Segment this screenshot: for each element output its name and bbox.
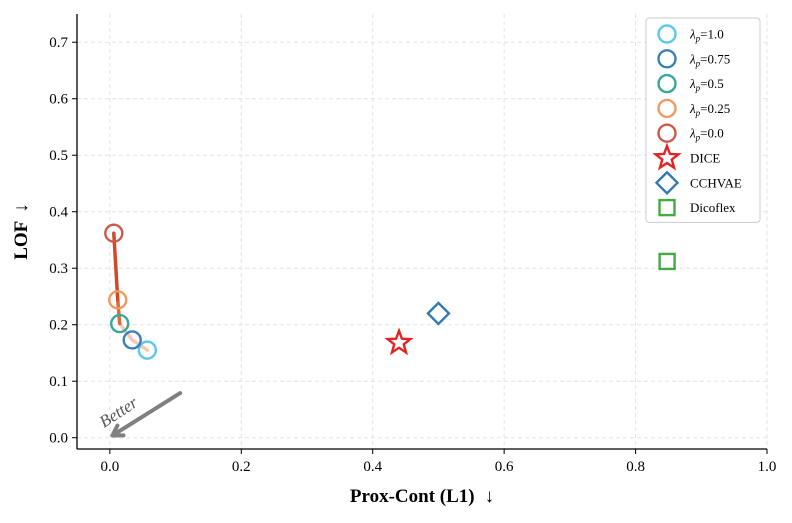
lambda-path-segment <box>115 298 122 326</box>
legend-label-lambda-p-0-5: λp=0.5 <box>689 76 724 93</box>
legend-marker-lambda-p-0-0 <box>657 123 677 143</box>
legend-label-value: =0.5 <box>700 76 724 91</box>
legend-marker-dicoflex <box>658 198 676 217</box>
y-tick-label: 0.5 <box>49 148 68 164</box>
y-ticks: 0.0 0.1 0.2 0.3 0.4 0.5 0.6 0.7 <box>49 35 77 447</box>
legend-label-dice: DICE <box>690 151 720 166</box>
x-tick-label: 1.0 <box>758 459 777 475</box>
y-tick-label: 0.1 <box>49 374 68 390</box>
legend-label-subscript: p <box>695 58 701 68</box>
point-lambda-p-1-0 <box>137 340 158 360</box>
x-axis-label: Prox-Cont (L1) ↓ <box>350 486 494 507</box>
legend-label-value: =0.75 <box>700 51 730 66</box>
y-tick-label: 0.6 <box>49 92 68 108</box>
legend-label-lambda: λ <box>689 27 696 42</box>
legend-label-lambda: λ <box>689 101 696 116</box>
legend-label-subscript: p <box>695 83 701 93</box>
legend-marker-cchvae <box>654 170 680 195</box>
point-dice <box>384 327 414 356</box>
legend-label-lambda-p-0-75: λp=0.75 <box>689 51 730 68</box>
legend-label-value: =0.0 <box>700 126 724 141</box>
point-lambda-p-0-5 <box>110 313 130 334</box>
lambda-path-segment <box>117 321 134 342</box>
x-tick-label: 0.6 <box>495 459 514 475</box>
point-lambda-p-0-75 <box>122 330 142 350</box>
x-axis-label-arrow: ↓ <box>485 486 495 507</box>
point-lambda-p-0-25 <box>108 290 128 310</box>
y-axis-label-arrow: ↓ <box>11 203 32 213</box>
y-axis-label: LOF ↓ <box>11 203 32 260</box>
y-tick-label: 0.4 <box>49 205 68 221</box>
lambda-path-segment <box>112 231 120 302</box>
legend-label-subscript: p <box>695 108 701 118</box>
x-tick-label: 0.2 <box>232 459 251 475</box>
x-tick-label: 0.8 <box>626 459 645 475</box>
better-annotation: Better <box>96 391 183 438</box>
x-ticks: 0.0 0.2 0.4 0.6 0.8 1.0 <box>100 449 776 475</box>
legend-label-dicoflex: Dicoflex <box>690 200 736 215</box>
point-lambda-p-0-0 <box>104 223 124 243</box>
y-tick-label: 0.7 <box>49 35 68 51</box>
legend-box <box>645 17 761 223</box>
point-cchvae <box>426 301 451 326</box>
better-arrow <box>110 391 183 438</box>
point-dicoflex <box>658 252 676 271</box>
data-points <box>104 223 676 360</box>
legend-label-lambda: λ <box>689 76 696 91</box>
legend-label-lambda-p-1-0: λp=1.0 <box>689 27 724 44</box>
y-axis-label-text: LOF <box>11 221 32 260</box>
legend-label-value: =0.25 <box>700 101 730 116</box>
legend-label-lambda-p-0-0: λp=0.0 <box>689 126 724 143</box>
x-tick-label: 0.4 <box>363 459 382 475</box>
legend-label-cchvae: CCHVAE <box>690 175 742 190</box>
y-tick-label: 0.3 <box>49 261 68 277</box>
legend-label-subscript: p <box>695 133 701 143</box>
axes <box>76 14 767 450</box>
legend-marker-dice <box>652 142 682 171</box>
legend-marker-lambda-p-0-75 <box>657 49 677 69</box>
better-arrow-head <box>110 423 126 438</box>
y-tick-label: 0.2 <box>49 318 68 334</box>
legend-label-subscript: p <box>695 34 701 44</box>
legend-marker-lambda-p-1-0 <box>657 24 677 44</box>
legend-marker-lambda-p-0-25 <box>657 98 677 119</box>
legend-label-lambda: λ <box>689 51 696 66</box>
legend: λp=1.0λp=0.75λp=0.5λp=0.25λp=0.0DICECCHV… <box>645 17 761 223</box>
x-tick-label: 0.0 <box>100 459 119 475</box>
legend-label-lambda-p-0-25: λp=0.25 <box>689 101 730 118</box>
legend-label-value: =1.0 <box>700 27 724 42</box>
legend-marker-lambda-p-0-5 <box>657 73 677 94</box>
y-tick-label: 0.0 <box>49 431 68 447</box>
legend-label-lambda: λ <box>689 126 696 141</box>
x-axis-label-text: Prox-Cont (L1) <box>350 486 475 507</box>
